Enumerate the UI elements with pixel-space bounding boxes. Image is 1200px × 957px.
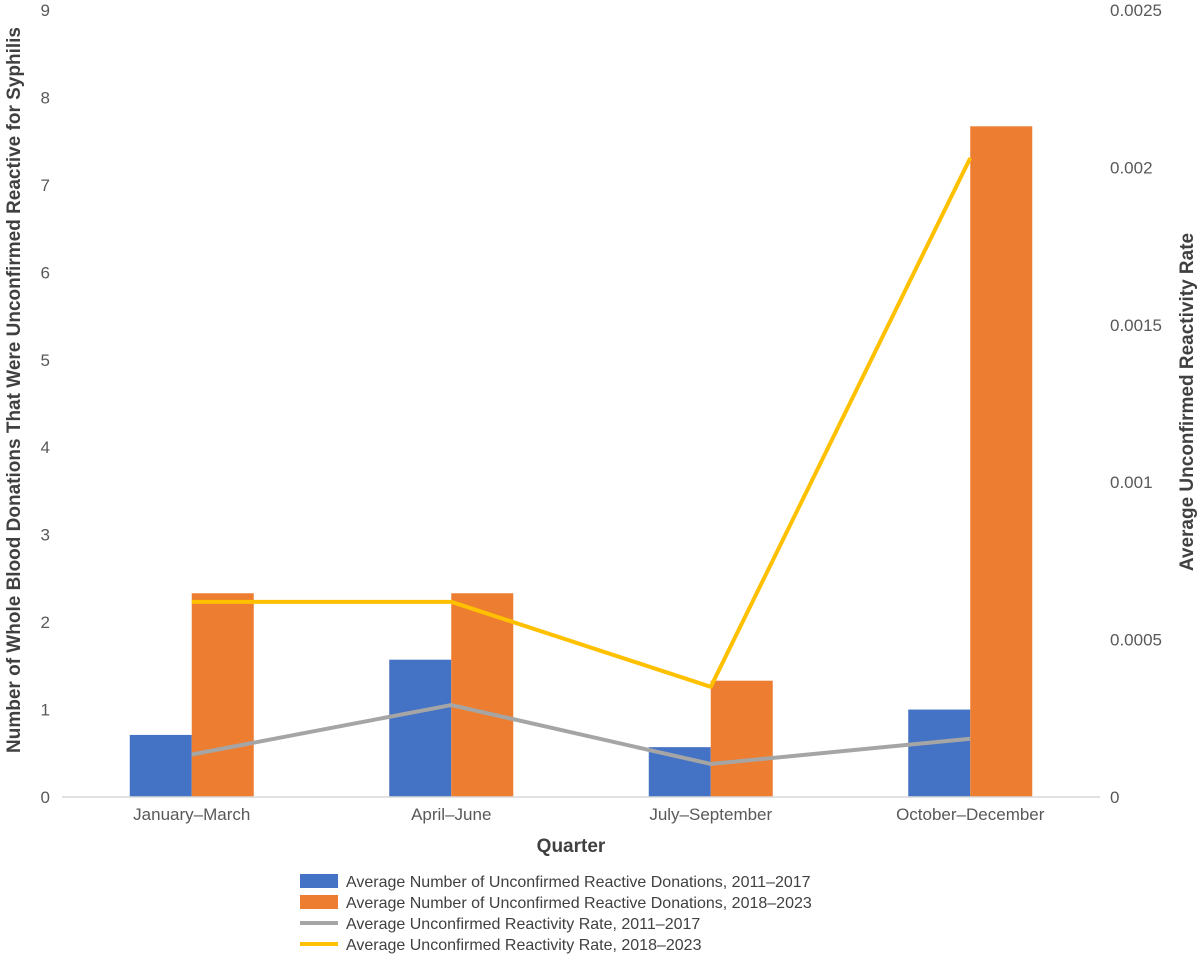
legend-swatch [300, 874, 338, 888]
legend-swatch [300, 895, 338, 909]
y2-tick-label: 0.0025 [1110, 1, 1162, 20]
line-series-2 [191, 157, 973, 689]
y-tick-label: 1 [41, 701, 50, 720]
bar-july-september-series-2 [710, 680, 773, 797]
right-axis-ticks: 0 0.0005 0.001 0.0015 0.002 0.0025 [1110, 1, 1162, 807]
y-tick-label: 0 [41, 788, 50, 807]
y-tick-label: 2 [41, 613, 50, 632]
y2-tick-label: 0 [1110, 788, 1119, 807]
legend-label: Average Unconfirmed Reactivity Rate, 201… [346, 937, 702, 954]
y2-tick-label: 0.0015 [1110, 316, 1162, 335]
bars [129, 126, 1033, 798]
legend: Average Number of Unconfirmed Reactive D… [300, 874, 812, 954]
left-axis-ticks: 0 1 2 3 4 5 6 7 8 9 [41, 1, 50, 807]
legend-label: Average Unconfirmed Reactivity Rate, 201… [346, 916, 700, 933]
y-tick-label: 9 [41, 1, 50, 20]
legend-label: Average Number of Unconfirmed Reactive D… [346, 874, 811, 891]
y-tick-label: 6 [41, 263, 50, 282]
y-tick-label: 8 [41, 88, 50, 107]
y-tick-label: 7 [41, 176, 50, 195]
y-axis-title: Number of Whole Blood Donations That Wer… [4, 27, 25, 753]
x-tick-label: January–March [133, 805, 250, 824]
line-series-1 [191, 703, 971, 766]
y2-axis-title: Average Unconfirmed Reactivity Rate [1177, 233, 1198, 571]
bar-january-march-series-2 [191, 593, 254, 797]
x-tick-label: April–June [411, 805, 491, 824]
y2-tick-label: 0.0005 [1110, 631, 1162, 650]
bar-april-june-series-2 [451, 593, 514, 797]
bar-january-march-series-1 [129, 734, 192, 797]
bar-april-june-series-1 [389, 659, 452, 797]
bar-october-december-series-1 [908, 709, 971, 797]
x-axis-title: Quarter [537, 836, 606, 857]
x-tick-label: October–December [896, 805, 1045, 824]
x-axis-ticks: January–March April–June July–September Oct… [133, 805, 1045, 824]
y-tick-label: 4 [41, 438, 50, 457]
legend-label: Average Number of Unconfirmed Reactive D… [346, 895, 812, 912]
y2-tick-label: 0.001 [1110, 473, 1153, 492]
plot-area [62, 126, 1100, 798]
x-tick-label: July–September [649, 805, 772, 824]
y-tick-label: 3 [41, 526, 50, 545]
y-tick-label: 5 [41, 351, 50, 370]
y2-tick-label: 0.002 [1110, 158, 1153, 177]
lines [191, 157, 973, 766]
bar-october-december-series-2 [970, 126, 1033, 798]
bar-july-september-series-1 [648, 747, 711, 797]
